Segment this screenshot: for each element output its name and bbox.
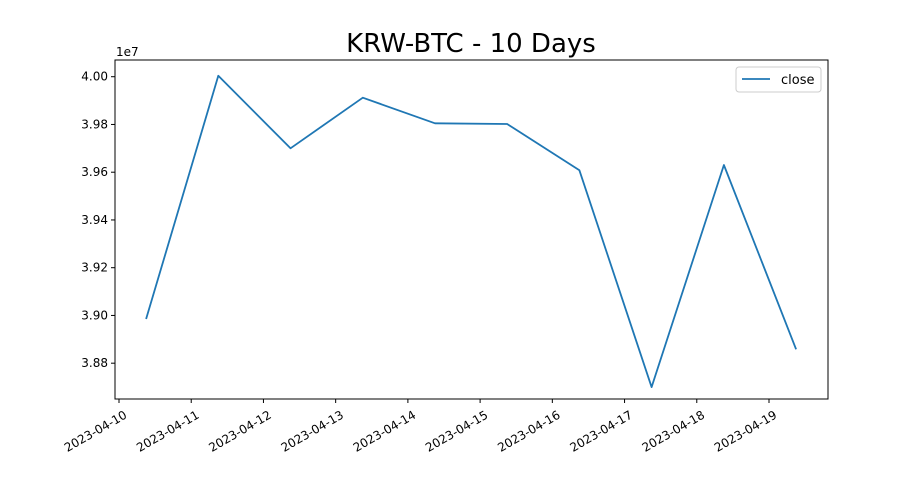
y-tick-label: 3.90 bbox=[81, 308, 108, 322]
x-axis: 2023-04-10 2023-04-11 2023-04-12 2023-04-13… bbox=[62, 399, 779, 455]
legend-entry-close: close bbox=[781, 73, 814, 88]
y-tick-label: 3.88 bbox=[81, 356, 108, 370]
x-tick-label: 2023-04-16 bbox=[495, 408, 562, 455]
x-tick-label: 2023-04-15 bbox=[423, 408, 490, 455]
legend-box bbox=[735, 66, 822, 93]
legend: close bbox=[735, 66, 822, 93]
y-tick-label: 3.92 bbox=[81, 261, 108, 275]
y-axis-offset-label: 1e7 bbox=[116, 45, 139, 59]
y-tick-label: 4.00 bbox=[81, 70, 108, 84]
x-tick-label: 2023-04-12 bbox=[206, 408, 273, 455]
y-tick-label: 3.96 bbox=[81, 165, 108, 179]
y-tick-label: 3.98 bbox=[81, 117, 108, 131]
x-tick-label: 2023-04-17 bbox=[567, 408, 634, 455]
y-tick-label: 3.94 bbox=[81, 213, 108, 227]
series-line-close bbox=[145, 74, 797, 389]
x-tick-label: 2023-04-19 bbox=[712, 408, 779, 455]
x-tick-label: 2023-04-13 bbox=[279, 408, 346, 455]
y-axis: 3.88 3.90 3.92 3.94 3.96 3.98 4.00 bbox=[81, 70, 115, 370]
plot-area-frame bbox=[114, 59, 829, 400]
chart-title: KRW-BTC - 10 Days bbox=[346, 29, 596, 59]
x-tick-label: 2023-04-18 bbox=[640, 408, 707, 455]
x-tick-label: 2023-04-11 bbox=[134, 408, 201, 455]
x-tick-label: 2023-04-14 bbox=[351, 408, 418, 455]
x-tick-label: 2023-04-10 bbox=[62, 408, 129, 455]
